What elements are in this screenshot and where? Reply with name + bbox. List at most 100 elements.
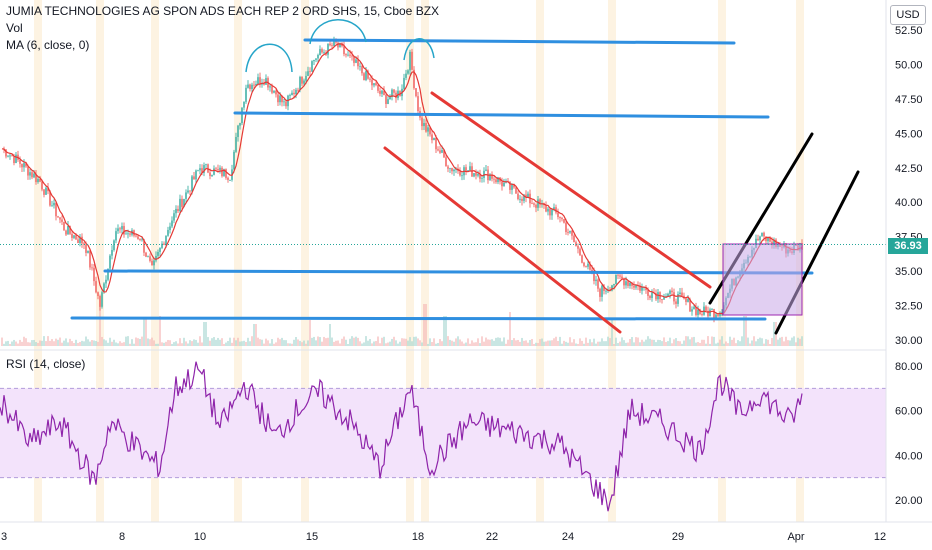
candle-body (33, 173, 35, 178)
candle-body (311, 61, 313, 72)
volume-bar (529, 339, 531, 346)
candle-body (353, 56, 355, 63)
volume-bar (65, 338, 67, 346)
volume-bar (557, 340, 559, 346)
arc-head (309, 19, 367, 45)
candle-body (295, 89, 297, 95)
volume-bar (381, 337, 383, 346)
candle-body (107, 268, 109, 280)
time-tick-label: 10 (194, 531, 206, 543)
candle-body (513, 184, 515, 188)
volume-bar (615, 337, 617, 346)
candle-body (485, 169, 487, 171)
volume-bar (371, 343, 373, 346)
candle-body (563, 219, 565, 223)
candle-body (111, 250, 113, 256)
volume-bar (311, 337, 313, 346)
price-axis[interactable]: 52.5050.0047.5045.0042.5040.0037.5035.00… (895, 25, 923, 347)
volume-bar (441, 341, 443, 346)
candle-body (283, 101, 285, 103)
volume-bar (503, 337, 505, 346)
candle-body (717, 314, 719, 316)
candle-body (557, 212, 559, 218)
candle-body (521, 198, 523, 201)
volume-bar (287, 343, 289, 346)
candle-body (689, 299, 691, 312)
candle-body (143, 239, 145, 253)
volume-bar (685, 336, 687, 346)
volume-bar (757, 338, 759, 346)
candle-body (409, 51, 411, 71)
candle-body (43, 189, 45, 195)
rsi-axis[interactable]: 80.00 60.00 40.00 20.00 (895, 361, 923, 507)
volume-bar (63, 340, 65, 346)
candle-body (37, 178, 39, 183)
candle-body (651, 292, 653, 298)
symbol-title[interactable]: JUMIA TECHNOLOGIES AG SPON ADS EACH REP … (6, 4, 440, 18)
volume-bar (105, 340, 107, 346)
candle-body (497, 177, 499, 183)
volume-bar (269, 343, 271, 346)
candle-body (139, 239, 141, 240)
time-axis[interactable]: 3 8 10 15 18 22 24 29 Apr 12 (1, 531, 886, 543)
candle-body (299, 76, 301, 91)
candle-body (163, 243, 165, 245)
volume-bar (167, 339, 169, 346)
volume-bar (465, 342, 467, 346)
candle-body (183, 198, 185, 207)
volume-bar (121, 342, 123, 346)
rsi-tick-label: 80.00 (895, 361, 923, 373)
candle-body (301, 76, 303, 84)
volume-bar (551, 340, 553, 346)
volume-bar (539, 339, 541, 346)
candle-body (367, 71, 369, 79)
drawing-annotations[interactable] (0, 19, 886, 335)
volume-bar (491, 339, 493, 346)
volume-bar (801, 336, 803, 346)
volume-bar (579, 338, 581, 346)
volume-bar (275, 342, 277, 346)
volume-bar (153, 340, 155, 346)
candle-body (153, 260, 155, 266)
volume-bar (659, 340, 661, 346)
volume-bar (341, 338, 343, 346)
candle-body (393, 89, 395, 93)
volume-bar (759, 337, 761, 346)
volume-legend[interactable]: Vol (6, 21, 23, 35)
volume-bar (599, 341, 601, 346)
candle-body (63, 221, 65, 231)
volume-bar (705, 343, 707, 346)
volume-bar (161, 342, 163, 346)
candle-body (379, 90, 381, 94)
candle-body (197, 170, 199, 172)
candle-body (427, 127, 429, 132)
volume-bar (477, 338, 479, 346)
volume-bar (253, 324, 255, 346)
ma-legend[interactable]: MA (6, close, 0) (6, 38, 90, 52)
currency-button[interactable]: USD (890, 5, 926, 25)
volume-bar (695, 342, 697, 346)
candle-body (465, 167, 467, 172)
volume-bar (447, 336, 449, 346)
candle-body (243, 101, 245, 108)
candle-body (81, 236, 83, 244)
volume-bar (767, 339, 769, 346)
volume-bar (39, 340, 41, 346)
price-tick-label: 47.50 (895, 94, 923, 106)
volume-bar (307, 340, 309, 346)
volume-bar (95, 341, 97, 346)
rsi-legend[interactable]: RSI (14, close) (6, 357, 86, 371)
candle-body (525, 194, 527, 198)
volume-bar (87, 339, 89, 346)
price-tick-label: 52.50 (895, 25, 923, 37)
volume-bar (225, 342, 227, 346)
volume-bar (83, 341, 85, 346)
volume-bar (389, 341, 391, 346)
volume-bar (741, 336, 743, 346)
candle-body (697, 309, 699, 316)
volume-bar (143, 318, 145, 346)
candle-body (527, 193, 529, 198)
time-tick-label: 15 (306, 531, 318, 543)
volume-bar (139, 338, 141, 346)
